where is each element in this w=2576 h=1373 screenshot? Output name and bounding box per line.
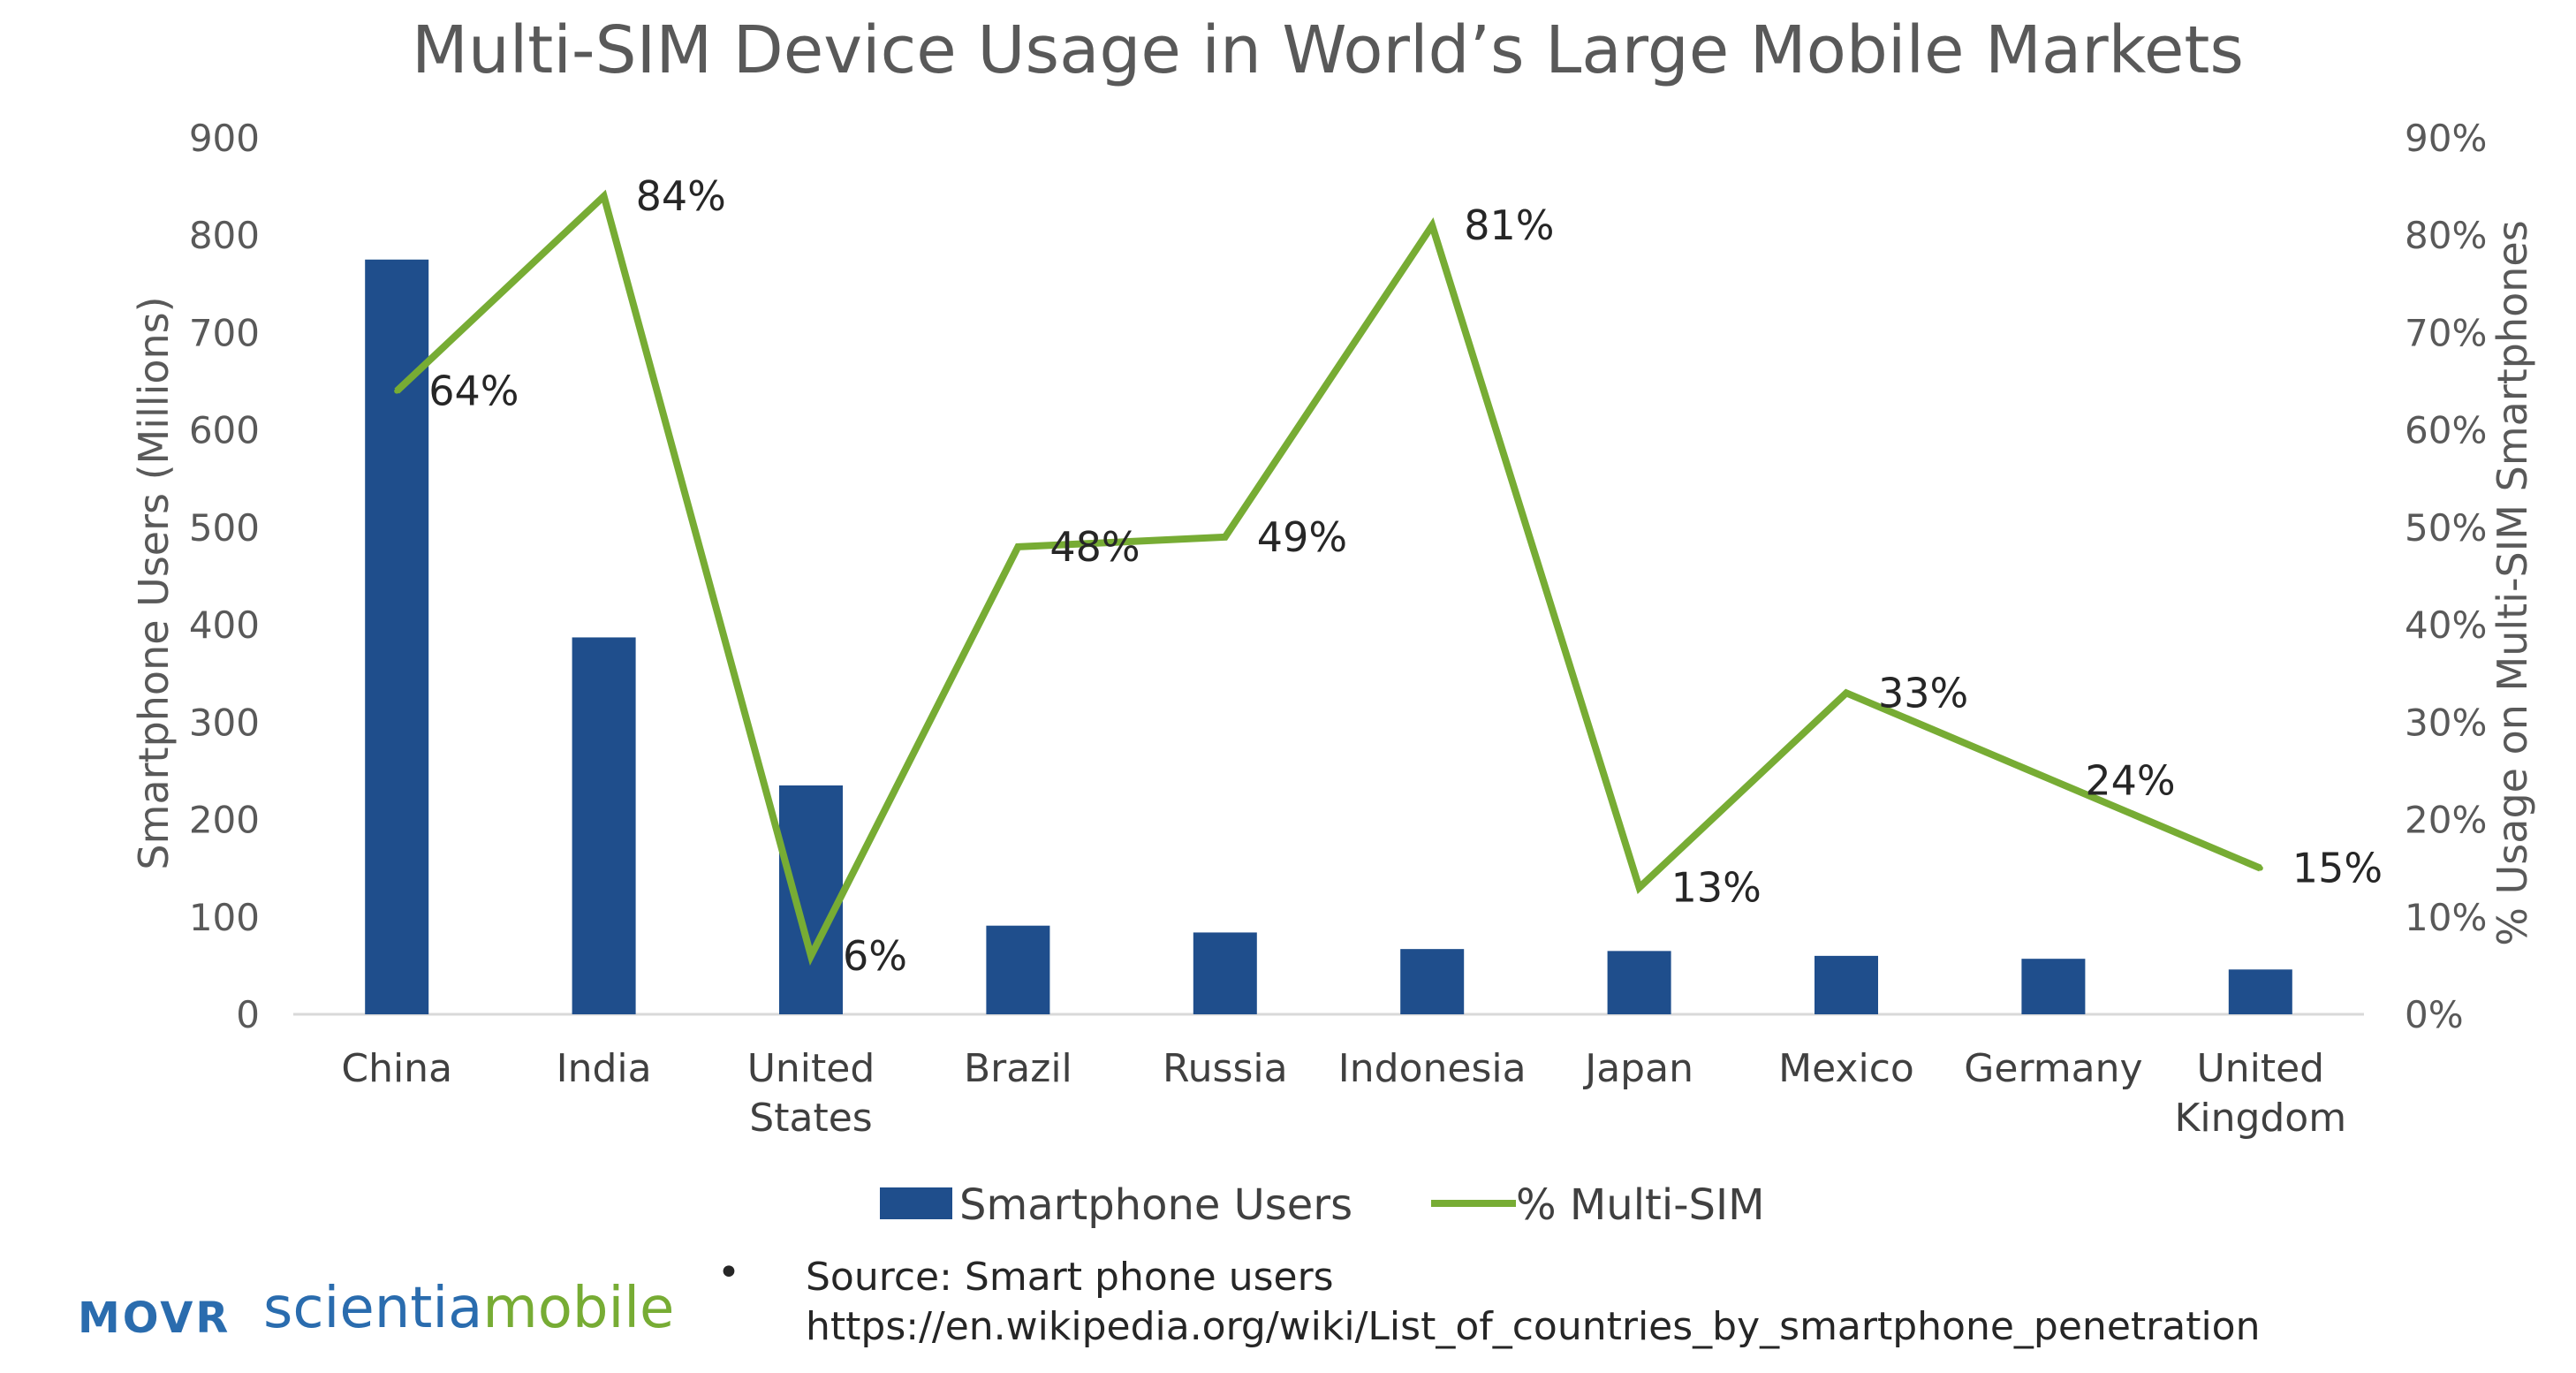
logo-scientiamobile: scientiamobile xyxy=(263,1276,674,1341)
bar xyxy=(779,785,843,1014)
right-axis-ticks: 0% 10% 20% 30% 40% 50% 60% 70% 80% 90% xyxy=(2405,117,2487,1036)
line-point xyxy=(808,952,814,959)
left-tick-label: 0 xyxy=(236,993,260,1036)
line-point xyxy=(601,193,607,200)
logo-brand-part-b: mobile xyxy=(482,1276,674,1341)
line-point xyxy=(394,388,400,394)
line-point xyxy=(1429,223,1436,229)
category-label: India xyxy=(557,1046,652,1091)
category-labels: China India United States Brazil Russia Indone… xyxy=(341,1046,2346,1141)
bar xyxy=(365,259,429,1014)
line-data-labels: 64% 84% 6% 48% 49% 81% 13% 33% 24% 15% xyxy=(428,172,2383,980)
bar xyxy=(2228,969,2292,1014)
line-point xyxy=(1222,534,1228,540)
line-data-label: 49% xyxy=(1257,513,1347,561)
legend-label-multi-sim: % Multi-SIM xyxy=(1516,1180,1765,1230)
bar xyxy=(1815,955,1878,1014)
chart-title: Multi-SIM Device Usage in World’s Large … xyxy=(412,12,2244,88)
left-tick-label: 300 xyxy=(189,701,260,744)
line-point xyxy=(1844,690,1849,696)
left-tick-label: 600 xyxy=(189,409,260,452)
source-note: • Source: Smart phone users https://en.w… xyxy=(717,1250,2260,1349)
left-tick-label: 900 xyxy=(189,117,260,160)
source-bullet: • xyxy=(717,1250,740,1295)
line-data-label: 33% xyxy=(1878,669,1968,717)
category-label: Russia xyxy=(1163,1046,1288,1091)
left-axis-ticks: 0 100 200 300 400 500 600 700 800 900 xyxy=(189,117,260,1036)
category-label: China xyxy=(341,1046,452,1091)
line-path xyxy=(394,189,2262,966)
logo-movr: MOVR xyxy=(78,1293,231,1343)
right-tick-label: 80% xyxy=(2405,214,2487,257)
line-data-label: 15% xyxy=(2292,845,2383,892)
category-label: States xyxy=(749,1096,872,1141)
line-data-label: 13% xyxy=(1671,864,1762,912)
left-tick-label: 100 xyxy=(189,896,260,939)
category-label: Brazil xyxy=(964,1046,1072,1091)
category-label: United xyxy=(2197,1046,2325,1091)
source-url: https://en.wikipedia.org/wiki/List_of_co… xyxy=(806,1304,2260,1349)
line-series xyxy=(394,189,2263,966)
left-tick-label: 800 xyxy=(189,214,260,257)
line-point xyxy=(2050,778,2057,784)
left-tick-label: 400 xyxy=(189,603,260,647)
bar xyxy=(1193,932,1257,1014)
right-tick-label: 60% xyxy=(2405,409,2487,452)
line-point xyxy=(1636,884,1642,891)
line-point xyxy=(2257,865,2263,871)
bar xyxy=(1607,951,1671,1014)
right-axis-title: % Usage on Multi-SIM Smartphones xyxy=(2489,220,2536,945)
line-data-label: 64% xyxy=(428,368,519,415)
bar xyxy=(2021,959,2086,1014)
bar xyxy=(1400,949,1465,1014)
bar xyxy=(572,637,636,1014)
left-tick-label: 500 xyxy=(189,506,260,550)
category-label: Kingdom xyxy=(2174,1096,2346,1141)
line-data-label: 24% xyxy=(2085,756,2175,804)
right-tick-label: 10% xyxy=(2405,896,2487,939)
right-tick-label: 70% xyxy=(2405,311,2487,354)
category-label: Germany xyxy=(1964,1046,2142,1091)
bar-series xyxy=(365,259,2292,1014)
category-label: Indonesia xyxy=(1338,1046,1527,1091)
right-tick-label: 90% xyxy=(2405,117,2487,160)
line-data-label: 6% xyxy=(843,932,907,980)
logo: MOVR scientiamobile xyxy=(78,1276,674,1343)
left-axis-title: Smartphone Users (Millions) xyxy=(130,296,178,869)
logo-brand-part-a: scientia xyxy=(263,1276,482,1341)
source-line-1: Source: Smart phone users xyxy=(806,1255,1334,1300)
line-data-label: 48% xyxy=(1049,523,1140,571)
right-tick-label: 30% xyxy=(2405,701,2487,744)
category-label: Japan xyxy=(1582,1046,1693,1091)
right-tick-label: 40% xyxy=(2405,603,2487,647)
bar xyxy=(986,925,1050,1014)
category-label: Mexico xyxy=(1778,1046,1914,1091)
legend: Smartphone Users % Multi-SIM xyxy=(880,1180,1765,1230)
left-tick-label: 200 xyxy=(189,799,260,842)
right-tick-label: 20% xyxy=(2405,799,2487,842)
category-label: United xyxy=(747,1046,875,1091)
line-data-label: 84% xyxy=(636,172,726,220)
line-data-label: 81% xyxy=(1464,201,1554,249)
legend-label-smartphone-users: Smartphone Users xyxy=(959,1180,1352,1230)
right-tick-label: 0% xyxy=(2405,993,2464,1036)
right-tick-label: 50% xyxy=(2405,506,2487,550)
line-point xyxy=(1015,543,1021,550)
left-tick-label: 700 xyxy=(189,311,260,354)
legend-swatch-smartphone-users xyxy=(880,1187,952,1219)
